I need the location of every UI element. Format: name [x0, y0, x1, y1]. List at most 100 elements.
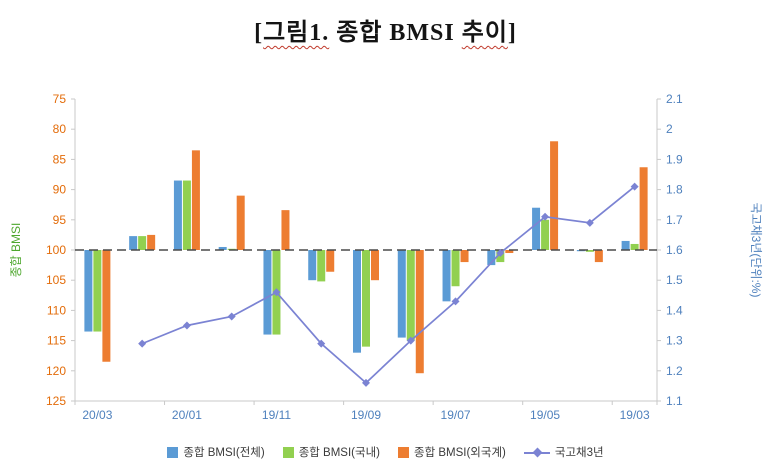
bar-total — [621, 240, 630, 250]
svg-text:20/01: 20/01 — [172, 408, 202, 422]
title-text: 종합 BMSI — [329, 20, 462, 46]
line-marker — [585, 218, 594, 227]
bars-foreign — [102, 141, 648, 374]
line-marker — [496, 249, 505, 258]
svg-text:2: 2 — [666, 122, 673, 136]
bar-total — [84, 250, 93, 332]
svg-text:19/09: 19/09 — [351, 408, 381, 422]
svg-text:1.5: 1.5 — [666, 273, 683, 287]
svg-text:85: 85 — [53, 152, 67, 166]
bar-total — [487, 250, 496, 266]
legend-item-treasury: 국고채3년 — [523, 444, 604, 460]
chart-legend: 종합 BMSI(전체) 종합 BMSI(국내) 종합 BMSI(외국계) 국고채3년 — [0, 441, 771, 463]
svg-text:80: 80 — [53, 122, 67, 136]
legend-line-marker-icon — [523, 448, 550, 457]
svg-text:19/05: 19/05 — [530, 408, 560, 422]
bar-foreign — [639, 167, 648, 250]
svg-text:1.6: 1.6 — [666, 243, 683, 257]
legend-swatch-icon — [398, 446, 409, 458]
bar-foreign — [550, 141, 559, 250]
bar-foreign — [594, 250, 603, 263]
svg-text:1.7: 1.7 — [666, 213, 683, 227]
svg-text:20/03: 20/03 — [82, 408, 112, 422]
svg-text:100: 100 — [46, 243, 66, 257]
bar-total — [397, 250, 406, 338]
bar-foreign — [415, 250, 424, 374]
bars-total — [84, 180, 630, 353]
svg-text:19/07: 19/07 — [441, 408, 471, 422]
right-axis-ticks: 2.1 2 1.9 1.8 1.7 1.6 1.5 1.4 1.3 1.2 1.1 — [657, 92, 683, 408]
line-marker — [317, 339, 326, 348]
bar-domestic — [585, 250, 594, 252]
svg-text:90: 90 — [53, 183, 67, 197]
svg-text:120: 120 — [46, 364, 66, 378]
bar-total — [532, 207, 541, 250]
bar-foreign — [326, 250, 335, 272]
bar-total — [442, 250, 451, 302]
svg-text:115: 115 — [47, 334, 66, 348]
left-axis-ticks: 75 80 85 90 95 100 105 110 115 120 125 — [46, 92, 75, 408]
bar-total — [308, 250, 317, 281]
line-marker — [227, 312, 236, 321]
legend-label: 종합 BMSI(국내) — [298, 447, 380, 459]
svg-text:1.8: 1.8 — [666, 183, 683, 197]
svg-text:1.3: 1.3 — [666, 334, 683, 348]
line-marker — [362, 378, 370, 387]
legend-item-foreign: 종합 BMSI(외국계) — [398, 444, 506, 460]
svg-text:110: 110 — [47, 303, 66, 317]
legend-label: 종합 BMSI(외국계) — [414, 447, 506, 459]
line-marker — [138, 339, 147, 348]
bar-total — [263, 250, 272, 335]
bar-domestic — [138, 236, 147, 250]
legend-swatch-icon — [167, 446, 179, 458]
svg-text:19/03: 19/03 — [620, 408, 650, 422]
line-marker — [272, 288, 281, 297]
line-marker — [451, 297, 460, 306]
title-text: 그림1. — [263, 20, 330, 46]
title-text: ] — [507, 20, 517, 46]
title-text: 추이 — [461, 20, 508, 46]
svg-text:105: 105 — [46, 273, 66, 287]
x-axis-labels: 20/03 20/01 19/11 19/09 19/07 19/05 19/03 — [74, 401, 658, 422]
svg-text:19/11: 19/11 — [262, 408, 291, 422]
svg-text:1.2: 1.2 — [666, 364, 683, 378]
line-marker — [406, 336, 415, 345]
svg-text:95: 95 — [53, 213, 67, 227]
bar-domestic — [541, 219, 550, 250]
bar-foreign — [371, 250, 379, 281]
bar-domestic — [93, 250, 102, 332]
line-marker — [630, 182, 639, 191]
bar-domestic — [451, 250, 460, 287]
bar-foreign — [147, 234, 156, 250]
bar-total — [353, 250, 361, 353]
bar-foreign — [191, 150, 200, 250]
left-axis-title: 종합 BMSI — [9, 223, 23, 278]
legend-item-total: 종합 BMSI(전체) — [167, 444, 265, 460]
title-text: [ — [254, 20, 264, 46]
bar-foreign — [460, 250, 469, 263]
legend-item-domestic: 종합 BMSI(국내) — [282, 444, 380, 460]
bar-total — [218, 246, 227, 250]
bar-total — [173, 180, 182, 250]
bar-foreign — [281, 210, 290, 250]
bar-domestic — [182, 180, 191, 250]
svg-text:2.1: 2.1 — [666, 92, 683, 106]
svg-text:75: 75 — [53, 92, 67, 106]
legend-label: 종합 BMSI(전체) — [183, 447, 265, 459]
bar-domestic — [630, 243, 639, 250]
treasury-line — [138, 182, 639, 387]
bar-domestic — [317, 250, 326, 282]
svg-text:125: 125 — [46, 394, 66, 408]
figure-title: [그림1. 종합 BMSI 추이] — [0, 12, 771, 47]
legend-swatch-icon — [282, 446, 294, 458]
legend-label: 국고채3년 — [554, 447, 604, 459]
bar-foreign — [505, 250, 514, 254]
svg-text:1.4: 1.4 — [666, 303, 683, 317]
bar-domestic — [406, 250, 415, 341]
right-axis-title: 국고채3년(단위:%) — [749, 203, 763, 298]
bar-domestic — [362, 250, 370, 347]
line-marker — [182, 321, 191, 330]
bar-foreign — [102, 250, 111, 362]
